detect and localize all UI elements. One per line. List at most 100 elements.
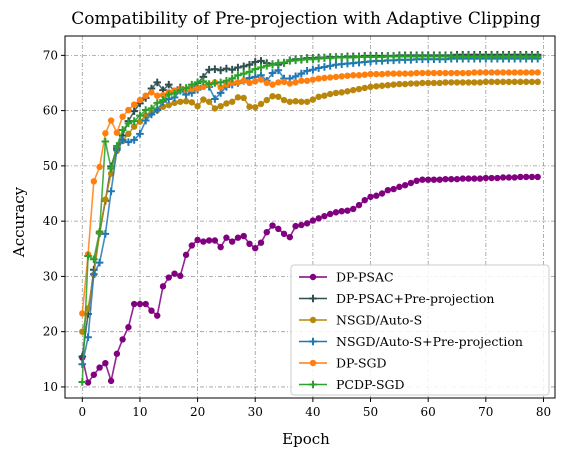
data-point (315, 215, 322, 222)
data-point (361, 84, 368, 92)
data-point (275, 225, 282, 233)
data-point (355, 72, 363, 79)
data-point (125, 324, 132, 331)
data-point (118, 126, 127, 134)
data-point (194, 236, 201, 244)
data-point (401, 182, 409, 189)
data-point (355, 85, 363, 93)
data-point (338, 89, 345, 96)
data-point (465, 175, 472, 182)
x-axis-label: Epoch (282, 430, 330, 448)
data-point (413, 69, 420, 77)
data-point (511, 78, 518, 86)
data-point (378, 190, 386, 197)
data-point (136, 300, 144, 308)
data-point (194, 85, 201, 92)
data-point (107, 117, 115, 124)
y-tick-label: 60 (43, 104, 58, 118)
data-point (419, 69, 426, 77)
data-point (78, 352, 87, 361)
data-point (240, 94, 247, 102)
legend-swatch-marker (309, 380, 317, 389)
data-point (384, 186, 392, 194)
legend-item: DP-PSAC+Pre-projection (299, 291, 494, 306)
data-point (436, 69, 443, 77)
data-point (320, 63, 329, 71)
data-point (344, 72, 351, 79)
data-point (499, 69, 507, 76)
data-point (130, 136, 138, 144)
data-point (534, 78, 541, 86)
data-point (95, 258, 104, 267)
data-point (95, 227, 104, 236)
data-point (471, 79, 478, 86)
data-point (338, 207, 345, 215)
data-point (113, 142, 121, 150)
data-point (522, 69, 530, 76)
x-tick-label: 20 (190, 405, 205, 419)
data-point (228, 238, 236, 245)
x-tick-label: 50 (363, 405, 378, 419)
data-point (517, 78, 524, 86)
data-point (314, 64, 323, 72)
data-point (384, 70, 392, 77)
data-point (488, 174, 495, 182)
data-point (534, 173, 541, 181)
data-point (222, 76, 231, 85)
data-point (494, 174, 501, 182)
data-point (303, 220, 311, 227)
data-point (96, 364, 103, 371)
data-point (517, 173, 524, 181)
data-point (309, 217, 317, 224)
data-point (245, 68, 254, 76)
data-point (286, 80, 294, 87)
data-point (153, 99, 162, 107)
data-point (430, 176, 438, 183)
data-point (154, 92, 161, 99)
y-tick-label: 30 (43, 269, 58, 283)
data-point (102, 130, 109, 137)
data-point (234, 71, 242, 80)
data-point (326, 74, 334, 81)
data-point (280, 78, 288, 86)
data-point (326, 62, 334, 70)
data-point (390, 185, 397, 193)
data-point (234, 63, 242, 72)
data-point (263, 96, 270, 104)
data-point (292, 98, 299, 105)
data-point (448, 79, 455, 86)
axis-ticks: 0 10 20 30 40 50 60 70 80 10 20 30 40 50 60 70 (43, 48, 551, 419)
data-point (223, 234, 230, 241)
data-point (338, 73, 345, 80)
data-point (102, 196, 109, 203)
data-point (424, 79, 432, 87)
data-point (148, 89, 155, 96)
data-point (315, 75, 322, 82)
data-point (222, 64, 231, 73)
data-point (159, 96, 167, 104)
data-point (350, 72, 357, 79)
data-point (211, 95, 219, 103)
data-point (442, 79, 449, 86)
data-point (321, 92, 328, 99)
data-point (407, 70, 415, 77)
x-tick-label: 60 (421, 405, 436, 419)
data-point (251, 65, 260, 73)
data-point (303, 67, 311, 75)
data-point (298, 77, 305, 84)
legend-swatch-marker (309, 337, 317, 346)
data-point (384, 81, 392, 89)
data-point (205, 98, 213, 105)
data-point (344, 88, 351, 95)
data-point (245, 60, 254, 69)
data-point (136, 130, 144, 138)
data-point (488, 69, 495, 76)
data-point (252, 104, 259, 111)
data-point (188, 80, 196, 89)
data-point (182, 251, 190, 259)
data-point (257, 57, 265, 65)
data-point (448, 69, 455, 77)
data-point (430, 69, 438, 77)
legend-item: DP-SGD (299, 356, 387, 371)
